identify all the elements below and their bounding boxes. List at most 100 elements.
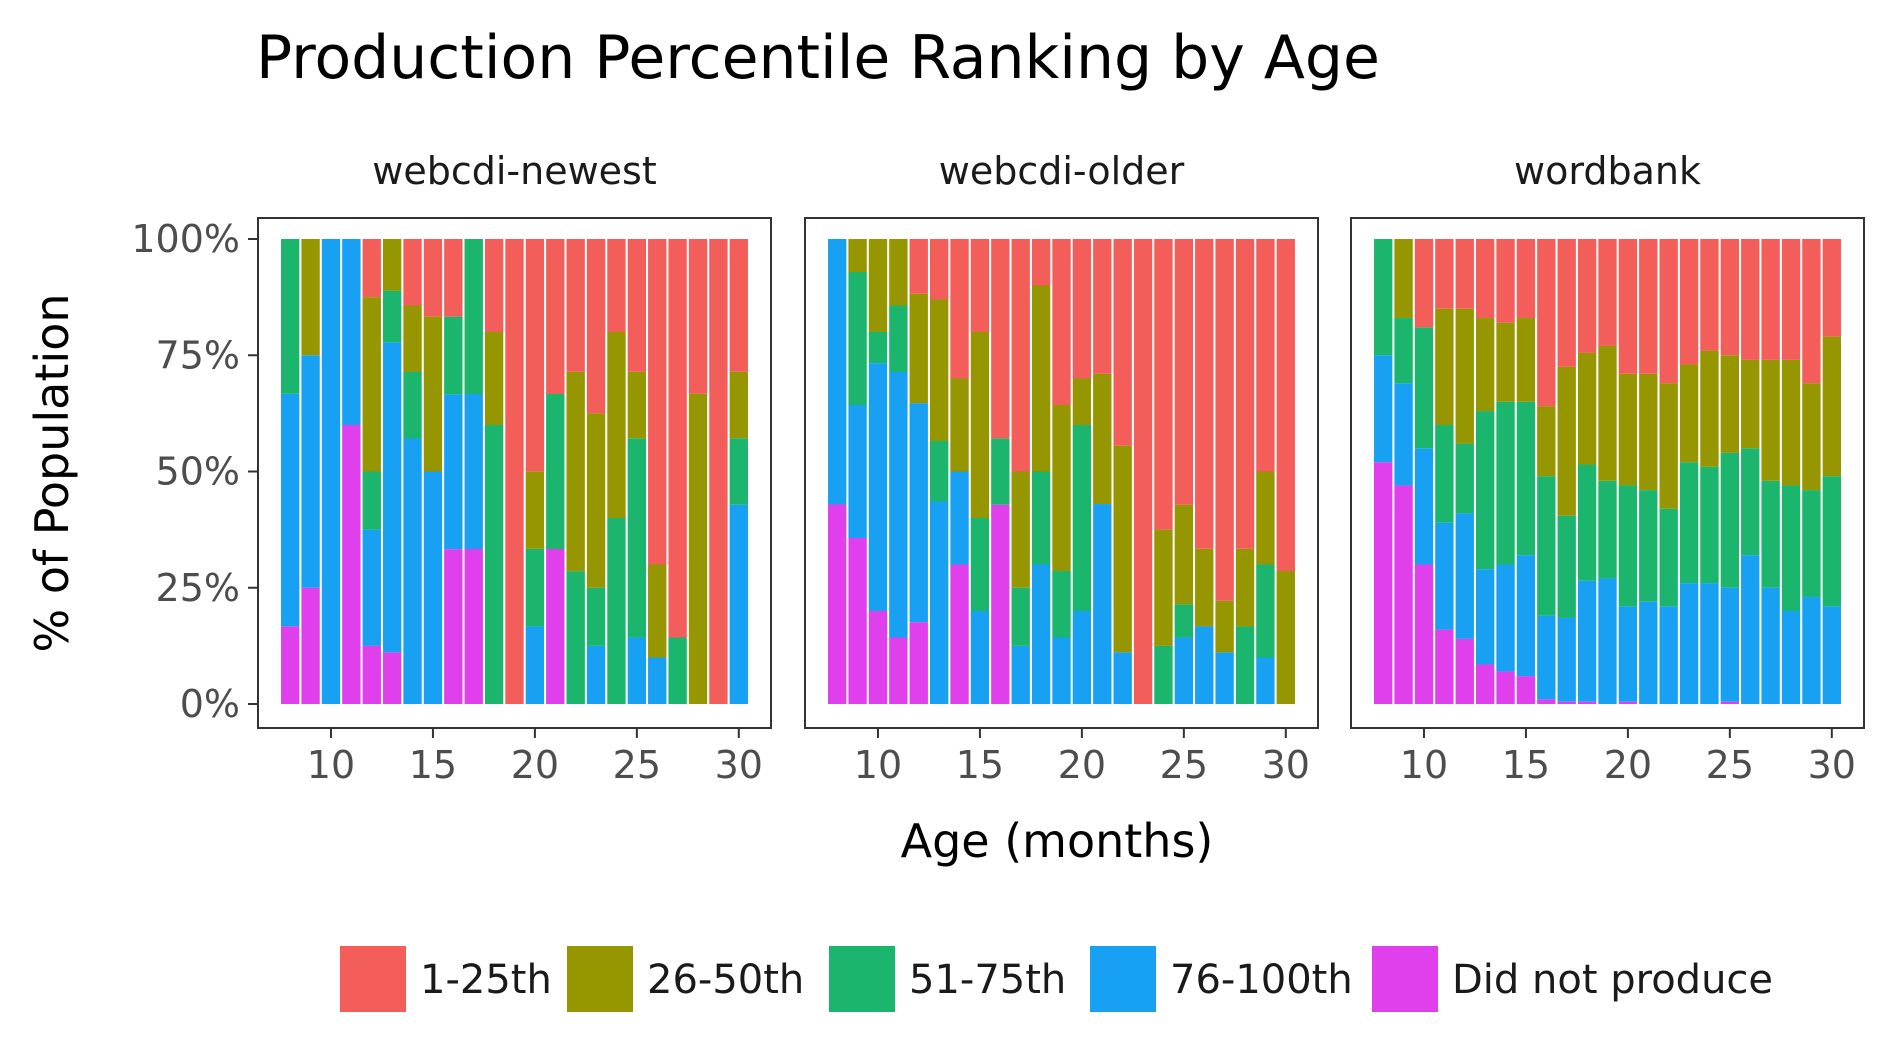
bar-segment-age-26-1-25th [1741,239,1760,360]
bar-segment-age-19-26-50th [1052,405,1071,571]
bar-segment-age-30-51-75th [729,438,748,505]
bar-segment-age-17-1-25th [1557,239,1576,367]
bar-segment-age-11-did-not-produce [1435,629,1454,704]
bar-segment-age-12-26-50th [362,297,381,472]
bar-segment-age-8-76-100th [1374,355,1393,463]
bar-segment-age-24-26-50th [1700,350,1719,467]
bar-segment-age-30-1-25th [1822,239,1841,337]
bar-segment-age-25-51-75th [1174,604,1194,638]
bar-segment-age-20-51-75th [525,548,545,627]
bar-segment-age-16-76-100th [1537,615,1556,700]
bar-segment-age-13-1-25th [929,239,949,300]
bar-segment-age-24-1-25th [607,239,626,332]
legend: 1-25th 26-50th 51-75th 76-100th Did not prod… [340,946,1773,1012]
x-tick-label: 10 [307,743,355,787]
bar-segment-age-25-1-25th [627,239,647,372]
bar-segment-age-22-51-75th [566,571,585,704]
bar-segment-age-13-76-100th [1475,569,1495,665]
bar-segment-age-19-1-25th [1052,239,1071,405]
bar-segment-age-29-1-25th [1256,239,1275,472]
bar-segment-age-10-76-100th [321,239,341,704]
bar-segment-age-13-26-50th [382,239,402,291]
bar-segment-age-13-26-50th [1475,318,1495,412]
bar-segment-age-19-1-25th [505,239,524,704]
bar-segment-age-14-26-50th [1496,322,1515,402]
bar-segment-age-11-did-not-produce [889,637,908,704]
bar-segment-age-24-26-50th [607,332,626,518]
bar-segment-age-27-1-25th [1761,239,1780,360]
bar-segment-age-13-76-100th [929,501,949,704]
bar-segment-age-11-76-100th [342,239,361,425]
bar-segment-age-14-1-25th [950,239,969,379]
legend-label: 26-50th [647,957,804,1003]
bar-segment-age-9-76-100th [301,355,320,588]
y-tick-label: 50% [156,450,240,494]
x-tick-label: 20 [511,743,559,787]
bar-segment-age-25-1-25th [1720,239,1740,356]
panel-strip-label: webcdi-newest [372,149,656,193]
bar-segment-age-10-did-not-produce [868,611,888,704]
bar-segment-age-11-26-50th [889,239,908,306]
bar-segment-age-22-26-50th [1659,383,1678,509]
bar-segment-age-8-76-100th [828,239,847,505]
panel-strip-label: wordbank [1514,149,1701,193]
bar-segment-age-21-1-25th [546,239,565,394]
y-tick-label: 100% [131,217,240,261]
panel-wordbank: wordbank 10 15 20 25 30 [1350,149,1865,787]
bar-segment-age-28-26-50th [688,393,708,704]
bar-segment-age-23-26-50th [586,413,606,588]
bar-segment-age-21-51-75th [1639,490,1658,602]
bar-segment-age-16-1-25th [991,239,1010,439]
bar-segment-age-26-51-75th [1741,448,1760,556]
bar-segment-age-13-did-not-produce [1475,664,1495,704]
bar-segment-age-20-1-25th [1618,239,1638,374]
bar-segment-age-15-26-50th [970,332,990,518]
bar-segment-age-14-26-50th [950,378,969,472]
bar-segment-age-25-26-50th [1720,355,1740,453]
bar-segment-age-19-1-25th [1598,239,1617,346]
bar-segment-age-18-1-25th [484,239,504,332]
x-tick-label: 30 [715,743,763,787]
bar-segment-age-14-76-100th [950,471,969,565]
legend-swatch [829,946,895,1012]
bar-segment-age-16-51-75th [991,438,1010,505]
bars [828,239,1295,705]
bar-segment-age-27-1-25th [1215,239,1234,601]
bar-segment-age-22-26-50th [566,371,585,572]
bar-segment-age-16-51-75th [444,316,463,395]
bar-segment-age-14-did-not-produce [950,564,969,704]
bar-segment-age-25-76-100th [1174,637,1194,704]
bar-segment-age-11-26-50th [1435,308,1454,425]
bar-segment-age-8-did-not-produce [828,504,847,704]
legend-swatch [567,946,633,1012]
bar-segment-age-30-26-50th [1276,571,1295,704]
bar-segment-age-30-1-25th [729,239,748,372]
bar-segment-age-14-76-100th [403,438,422,704]
bar-segment-age-21-76-100th [1093,504,1112,704]
bar-segment-age-10-51-75th [868,332,888,364]
x-tick-label: 15 [1502,743,1550,787]
bar-segment-age-15-51-75th [1516,401,1536,556]
bars [281,239,748,705]
bar-segment-age-30-76-100th [729,504,748,704]
bar-segment-age-19-76-100th [1052,637,1071,704]
legend-item: 51-75th [829,946,1066,1012]
bar-segment-age-15-26-50th [423,316,443,472]
bar-segment-age-14-1-25th [1496,239,1515,323]
bar-segment-age-14-76-100th [1496,564,1515,672]
bar-segment-age-29-51-75th [1256,564,1275,658]
bar-segment-age-24-51-75th [1154,645,1173,705]
legend-label: 51-75th [909,957,1066,1003]
bar-segment-age-9-76-100th [1394,383,1413,486]
bar-segment-age-10-76-100th [868,363,888,611]
bar-segment-age-21-1-25th [1093,239,1112,374]
bar-segment-age-9-51-75th [1394,318,1413,384]
bar-segment-age-27-1-25th [668,239,687,638]
bar-segment-age-30-51-75th [1822,476,1841,607]
bar-segment-age-12-51-75th [1455,443,1474,514]
bar-segment-age-13-51-75th [929,441,949,502]
bar-segment-age-10-did-not-produce [1414,564,1434,704]
bar-segment-age-15-1-25th [970,239,990,332]
bar-segment-age-24-1-25th [1154,239,1173,530]
bar-segment-age-22-1-25th [566,239,585,372]
